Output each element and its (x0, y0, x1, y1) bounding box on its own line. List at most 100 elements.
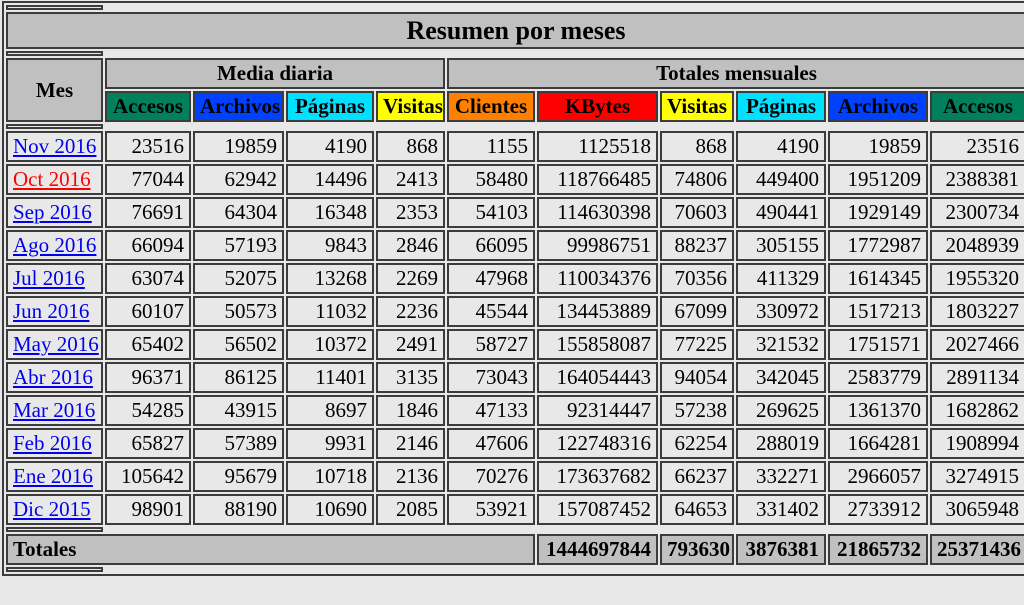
value-cell-kbytes: 99986751 (537, 230, 658, 261)
value-cell-accesos-monthly: 1803227 (930, 296, 1024, 327)
spacer-cell (6, 51, 103, 56)
month-link[interactable]: Ene 2016 (13, 464, 93, 488)
value-cell-accesos-daily: 54285 (105, 395, 191, 426)
month-cell: Oct 2016 (6, 164, 103, 195)
value-cell-paginas-daily: 8697 (286, 395, 374, 426)
value-cell-visitas-monthly: 94054 (660, 362, 734, 393)
value-cell-clientes: 73043 (447, 362, 535, 393)
value-cell-archivos-monthly: 1772987 (828, 230, 928, 261)
month-link[interactable]: Jul 2016 (13, 266, 85, 290)
value-cell-paginas-monthly: 490441 (736, 197, 826, 228)
value-cell-paginas-daily: 14496 (286, 164, 374, 195)
value-cell-accesos-daily: 65827 (105, 428, 191, 459)
value-cell-archivos-daily: 19859 (193, 131, 284, 162)
value-cell-visitas-daily: 2136 (376, 461, 445, 492)
value-cell-archivos-monthly: 1664281 (828, 428, 928, 459)
value-cell-archivos-monthly: 1929149 (828, 197, 928, 228)
month-link[interactable]: Feb 2016 (13, 431, 92, 455)
value-cell-archivos-daily: 50573 (193, 296, 284, 327)
value-cell-paginas-monthly: 269625 (736, 395, 826, 426)
value-cell-paginas-monthly: 449400 (736, 164, 826, 195)
month-cell: Jun 2016 (6, 296, 103, 327)
value-cell-clientes: 66095 (447, 230, 535, 261)
value-cell-paginas-monthly: 411329 (736, 263, 826, 294)
value-cell-archivos-daily: 64304 (193, 197, 284, 228)
value-cell-paginas-daily: 11401 (286, 362, 374, 393)
value-cell-archivos-monthly: 1751571 (828, 329, 928, 360)
value-cell-accesos-monthly: 2388381 (930, 164, 1024, 195)
month-link[interactable]: Nov 2016 (13, 134, 97, 158)
summary-by-month-table: Resumen por meses Mes Media diaria Total… (2, 1, 1024, 576)
table-row: Jul 2016 63074 52075 13268 2269 47968 11… (6, 263, 1024, 294)
col-header-archivos-monthly: Archivos (828, 91, 928, 122)
value-cell-kbytes: 164054443 (537, 362, 658, 393)
month-link[interactable]: Abr 2016 (13, 365, 93, 389)
month-link[interactable]: Sep 2016 (13, 200, 92, 224)
month-link[interactable]: May 2016 (13, 332, 99, 356)
col-header-visitas-monthly: Visitas (660, 91, 734, 122)
value-cell-visitas-daily: 2353 (376, 197, 445, 228)
value-cell-archivos-daily: 57193 (193, 230, 284, 261)
table-row: Ago 2016 66094 57193 9843 2846 66095 999… (6, 230, 1024, 261)
month-cell: Jul 2016 (6, 263, 103, 294)
col-header-clientes: Clientes (447, 91, 535, 122)
value-cell-kbytes: 157087452 (537, 494, 658, 525)
table-row: Dic 2015 98901 88190 10690 2085 53921 15… (6, 494, 1024, 525)
month-cell: Dic 2015 (6, 494, 103, 525)
value-cell-visitas-monthly: 64653 (660, 494, 734, 525)
page-title: Resumen por meses (6, 12, 1024, 49)
spacer-row (6, 51, 1024, 56)
value-cell-archivos-daily: 52075 (193, 263, 284, 294)
value-cell-accesos-monthly: 2027466 (930, 329, 1024, 360)
total-visitas: 793630 (660, 534, 734, 565)
value-cell-visitas-monthly: 77225 (660, 329, 734, 360)
value-cell-accesos-daily: 23516 (105, 131, 191, 162)
col-header-mes: Mes (6, 58, 103, 122)
month-link[interactable]: Dic 2015 (13, 497, 91, 521)
col-header-paginas-monthly: Páginas (736, 91, 826, 122)
month-cell: Abr 2016 (6, 362, 103, 393)
value-cell-accesos-monthly: 1682862 (930, 395, 1024, 426)
value-cell-visitas-daily: 2085 (376, 494, 445, 525)
month-link[interactable]: Jun 2016 (13, 299, 90, 323)
month-link[interactable]: Ago 2016 (13, 233, 97, 257)
spacer-cell (6, 5, 103, 10)
col-header-kbytes: KBytes (537, 91, 658, 122)
value-cell-visitas-daily: 2413 (376, 164, 445, 195)
value-cell-paginas-daily: 10372 (286, 329, 374, 360)
month-link[interactable]: Mar 2016 (13, 398, 96, 422)
value-cell-paginas-daily: 4190 (286, 131, 374, 162)
value-cell-accesos-daily: 96371 (105, 362, 191, 393)
value-cell-paginas-monthly: 332271 (736, 461, 826, 492)
value-cell-archivos-monthly: 2733912 (828, 494, 928, 525)
value-cell-accesos-monthly: 1908994 (930, 428, 1024, 459)
value-cell-visitas-daily: 2491 (376, 329, 445, 360)
value-cell-paginas-daily: 9931 (286, 428, 374, 459)
col-group-totales-mensuales: Totales mensuales (447, 58, 1024, 89)
value-cell-accesos-monthly: 3274915 (930, 461, 1024, 492)
value-cell-visitas-monthly: 70356 (660, 263, 734, 294)
value-cell-archivos-daily: 95679 (193, 461, 284, 492)
value-cell-archivos-monthly: 1951209 (828, 164, 928, 195)
table-row: Ene 2016 105642 95679 10718 2136 70276 1… (6, 461, 1024, 492)
value-cell-paginas-daily: 16348 (286, 197, 374, 228)
col-header-paginas-daily: Páginas (286, 91, 374, 122)
value-cell-accesos-daily: 63074 (105, 263, 191, 294)
value-cell-accesos-daily: 66094 (105, 230, 191, 261)
value-cell-visitas-monthly: 67099 (660, 296, 734, 327)
month-link[interactable]: Oct 2016 (13, 167, 91, 191)
value-cell-visitas-daily: 2146 (376, 428, 445, 459)
value-cell-visitas-daily: 1846 (376, 395, 445, 426)
value-cell-archivos-monthly: 19859 (828, 131, 928, 162)
value-cell-paginas-monthly: 330972 (736, 296, 826, 327)
value-cell-visitas-monthly: 66237 (660, 461, 734, 492)
month-cell: Mar 2016 (6, 395, 103, 426)
spacer-cell (6, 527, 103, 532)
table-row: Mar 2016 54285 43915 8697 1846 47133 923… (6, 395, 1024, 426)
value-cell-clientes: 54103 (447, 197, 535, 228)
table-row: Nov 2016 23516 19859 4190 868 1155 11255… (6, 131, 1024, 162)
value-cell-clientes: 47968 (447, 263, 535, 294)
value-cell-accesos-monthly: 3065948 (930, 494, 1024, 525)
value-cell-archivos-daily: 62942 (193, 164, 284, 195)
col-header-accesos-daily: Accesos (105, 91, 191, 122)
